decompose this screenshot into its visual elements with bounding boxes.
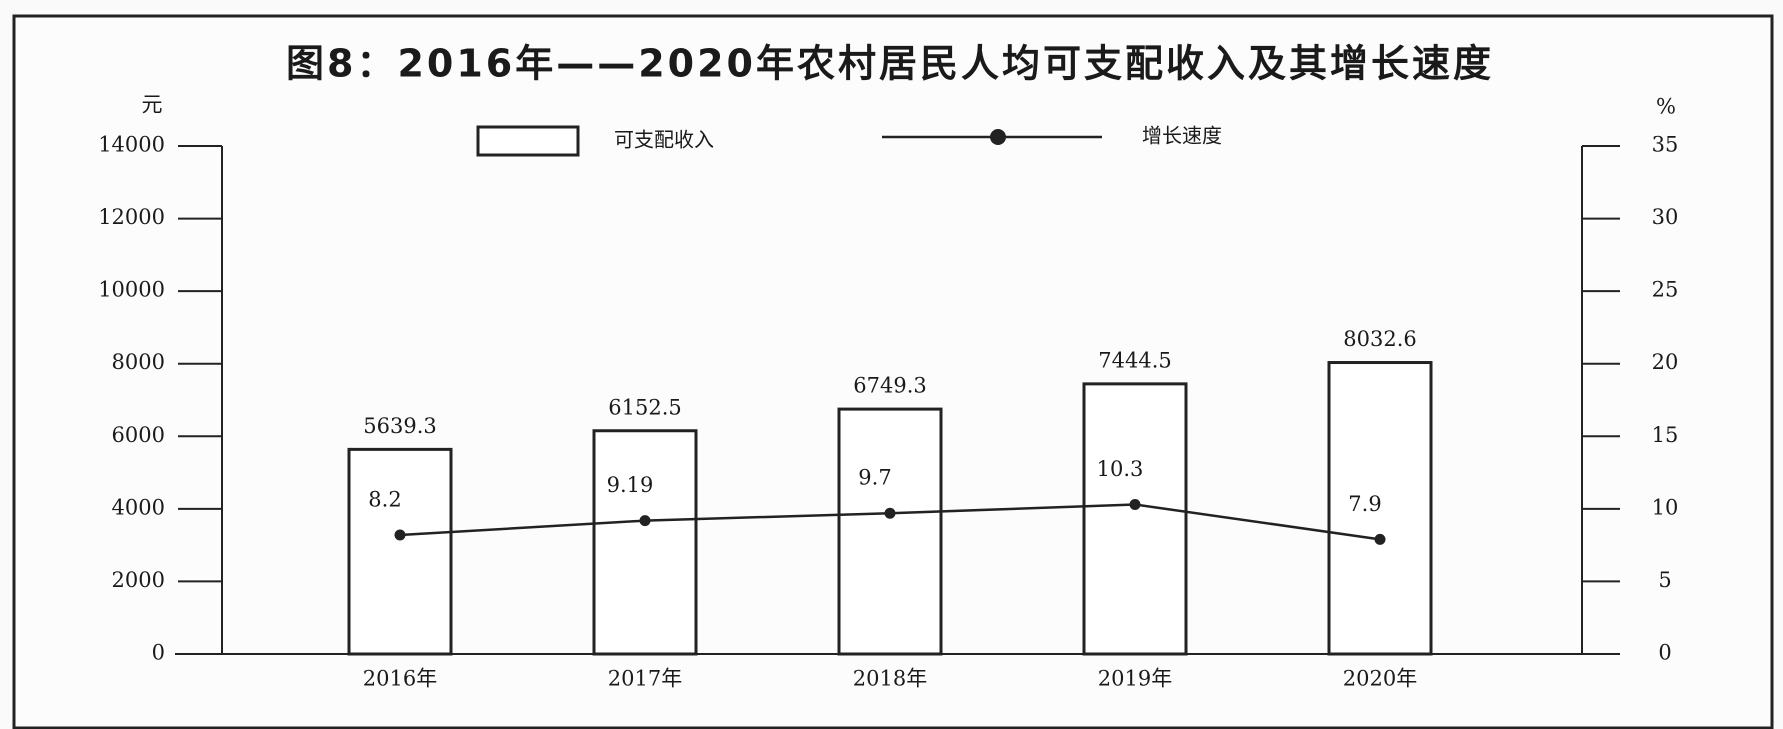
bar-value-label: 7444.5 (1098, 348, 1171, 372)
bar-value-label: 6152.5 (608, 395, 681, 419)
bar (592, 429, 698, 656)
bar (1082, 382, 1188, 656)
legend-marker (990, 129, 1006, 145)
line-value-label: 7.9 (1348, 492, 1381, 516)
y-tick-label: 12000 (98, 205, 165, 229)
y2-axis-label: % (1656, 95, 1676, 119)
line-marker (1374, 533, 1386, 545)
bar-value-label: 8032.6 (1343, 327, 1416, 351)
x-tick-label: 2020年 (1343, 667, 1417, 691)
bar-value-label: 5639.3 (363, 414, 436, 438)
y2-tick-label: 15 (1652, 423, 1679, 447)
line-marker (394, 529, 406, 541)
x-tick-label: 2019年 (1098, 667, 1172, 691)
line-marker (884, 507, 896, 519)
line-value-label: 9.19 (607, 473, 654, 497)
y2-tick-label: 35 (1652, 133, 1679, 157)
x-tick-label: 2018年 (853, 667, 927, 691)
line-value-label: 10.3 (1097, 457, 1144, 481)
y-tick-label: 0 (152, 641, 165, 665)
y2-tick-label: 30 (1652, 205, 1679, 229)
legend-swatch (476, 125, 580, 157)
bar (837, 407, 943, 656)
line-marker (639, 515, 651, 527)
y2-tick-label: 10 (1652, 495, 1679, 519)
y-tick-label: 14000 (98, 133, 165, 157)
line-value-label: 8.2 (368, 487, 401, 511)
y2-tick-label: 5 (1658, 568, 1671, 592)
y-tick-label: 8000 (112, 350, 165, 374)
bar (347, 447, 453, 656)
legend-label: 可支配收入 (614, 128, 714, 152)
line-value-label: 9.7 (858, 466, 891, 490)
y-tick-label: 4000 (112, 495, 165, 519)
y-tick-label: 2000 (112, 568, 165, 592)
x-tick-label: 2017年 (608, 667, 682, 691)
x-tick-label: 2016年 (363, 667, 437, 691)
y2-tick-label: 0 (1658, 641, 1671, 665)
y-tick-label: 10000 (98, 278, 165, 302)
chart-title: 图8：2016年——2020年农村居民人均可支配收入及其增长速度 (286, 42, 1494, 86)
bar-value-label: 6749.3 (853, 374, 926, 398)
y2-tick-label: 25 (1652, 278, 1679, 302)
y-axis-label: 元 (142, 93, 163, 117)
bar (1327, 361, 1433, 656)
y2-tick-label: 20 (1652, 350, 1679, 374)
line-marker (1129, 499, 1141, 511)
y-tick-label: 6000 (112, 423, 165, 447)
legend-label: 增长速度 (1142, 124, 1222, 148)
